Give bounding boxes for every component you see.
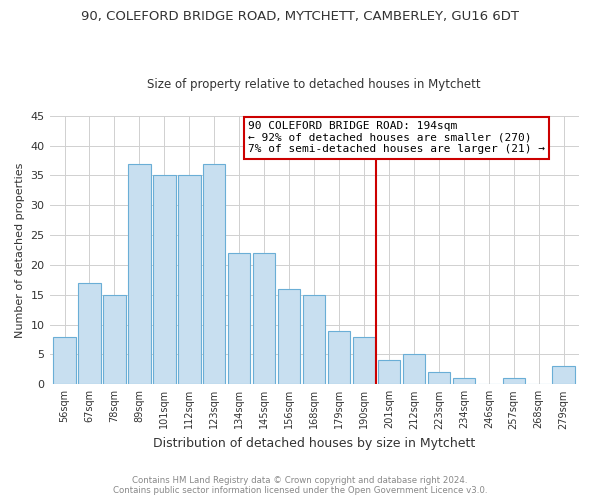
X-axis label: Distribution of detached houses by size in Mytchett: Distribution of detached houses by size … [153,437,475,450]
Bar [428,372,450,384]
Bar [378,360,400,384]
Bar [452,378,475,384]
Text: Contains HM Land Registry data © Crown copyright and database right 2024.
Contai: Contains HM Land Registry data © Crown c… [113,476,487,495]
Bar [353,336,375,384]
Text: 90, COLEFORD BRIDGE ROAD, MYTCHETT, CAMBERLEY, GU16 6DT: 90, COLEFORD BRIDGE ROAD, MYTCHETT, CAMB… [81,10,519,23]
Bar [78,283,101,384]
Bar [503,378,525,384]
Bar [328,330,350,384]
Bar [178,176,200,384]
Bar [203,164,226,384]
Bar [128,164,151,384]
Bar [253,253,275,384]
Bar [403,354,425,384]
Text: 90 COLEFORD BRIDGE ROAD: 194sqm
← 92% of detached houses are smaller (270)
7% of: 90 COLEFORD BRIDGE ROAD: 194sqm ← 92% of… [248,121,545,154]
Bar [303,295,325,384]
Bar [228,253,250,384]
Bar [103,295,125,384]
Bar [53,336,76,384]
Y-axis label: Number of detached properties: Number of detached properties [15,162,25,338]
Title: Size of property relative to detached houses in Mytchett: Size of property relative to detached ho… [147,78,481,91]
Bar [278,289,301,384]
Bar [553,366,575,384]
Bar [153,176,176,384]
